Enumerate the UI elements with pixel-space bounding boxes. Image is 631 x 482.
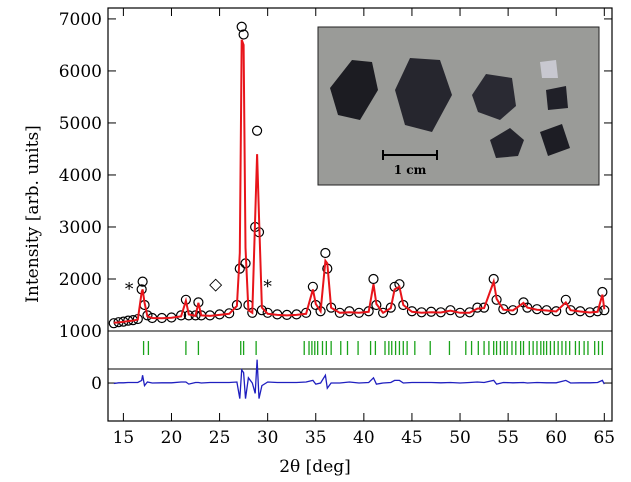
observed-point xyxy=(320,247,331,259)
y-tick-label: 4000 xyxy=(59,166,102,186)
observed-point xyxy=(518,297,529,308)
crystal xyxy=(395,58,452,132)
y-tick-label: 5000 xyxy=(59,114,102,134)
observed-point xyxy=(385,302,396,313)
x-tick-label: 20 xyxy=(161,428,183,448)
y-tick-label: 3000 xyxy=(59,218,102,238)
observed-point xyxy=(262,307,273,318)
annotation: * xyxy=(263,277,272,297)
x-axis-label: 2θ [deg] xyxy=(279,457,351,477)
crystal xyxy=(490,128,524,158)
observed-point xyxy=(445,305,456,316)
observed-point xyxy=(377,307,389,318)
annotation: * xyxy=(125,280,134,300)
observed-point xyxy=(142,310,153,321)
x-tick-label: 30 xyxy=(257,428,279,448)
x-tick-label: 25 xyxy=(209,428,231,448)
y-tick-label: 1000 xyxy=(59,322,102,342)
observed-point xyxy=(368,273,379,285)
observed-point xyxy=(137,276,148,287)
x-tick-label: 55 xyxy=(497,428,519,448)
observed-point xyxy=(175,310,187,321)
y-tick-label: 7000 xyxy=(59,10,102,30)
observed-point xyxy=(406,306,418,317)
y-axis-label: Intensity [arb. units] xyxy=(23,125,43,303)
inset-photo: 1 cm xyxy=(317,26,600,186)
observed-point xyxy=(301,307,312,318)
x-tick-label: 35 xyxy=(305,428,327,448)
crystal xyxy=(472,74,516,120)
x-tick-label: 50 xyxy=(449,428,471,448)
calculated-line xyxy=(113,39,606,324)
y-tick-label: 0 xyxy=(91,374,102,394)
crystal xyxy=(330,60,378,120)
observed-point xyxy=(236,21,247,32)
crystal xyxy=(546,86,568,110)
observed-point xyxy=(344,306,355,317)
x-tick-label: 45 xyxy=(401,428,423,448)
difference-line xyxy=(113,359,605,399)
observed-point xyxy=(238,29,249,40)
scale-label: 1 cm xyxy=(394,163,427,177)
x-tick-label: 15 xyxy=(113,428,135,448)
plot-frame xyxy=(107,7,613,422)
y-tick-label: 6000 xyxy=(59,62,102,82)
x-tick-label: 60 xyxy=(545,428,567,448)
crystal xyxy=(540,60,558,78)
crystal xyxy=(540,124,570,156)
x-tick-label: 65 xyxy=(593,428,615,448)
annotation: ◇ xyxy=(209,274,223,294)
x-tick-label: 40 xyxy=(353,428,375,448)
observed-point xyxy=(251,125,263,136)
y-tick-label: 2000 xyxy=(59,270,102,290)
